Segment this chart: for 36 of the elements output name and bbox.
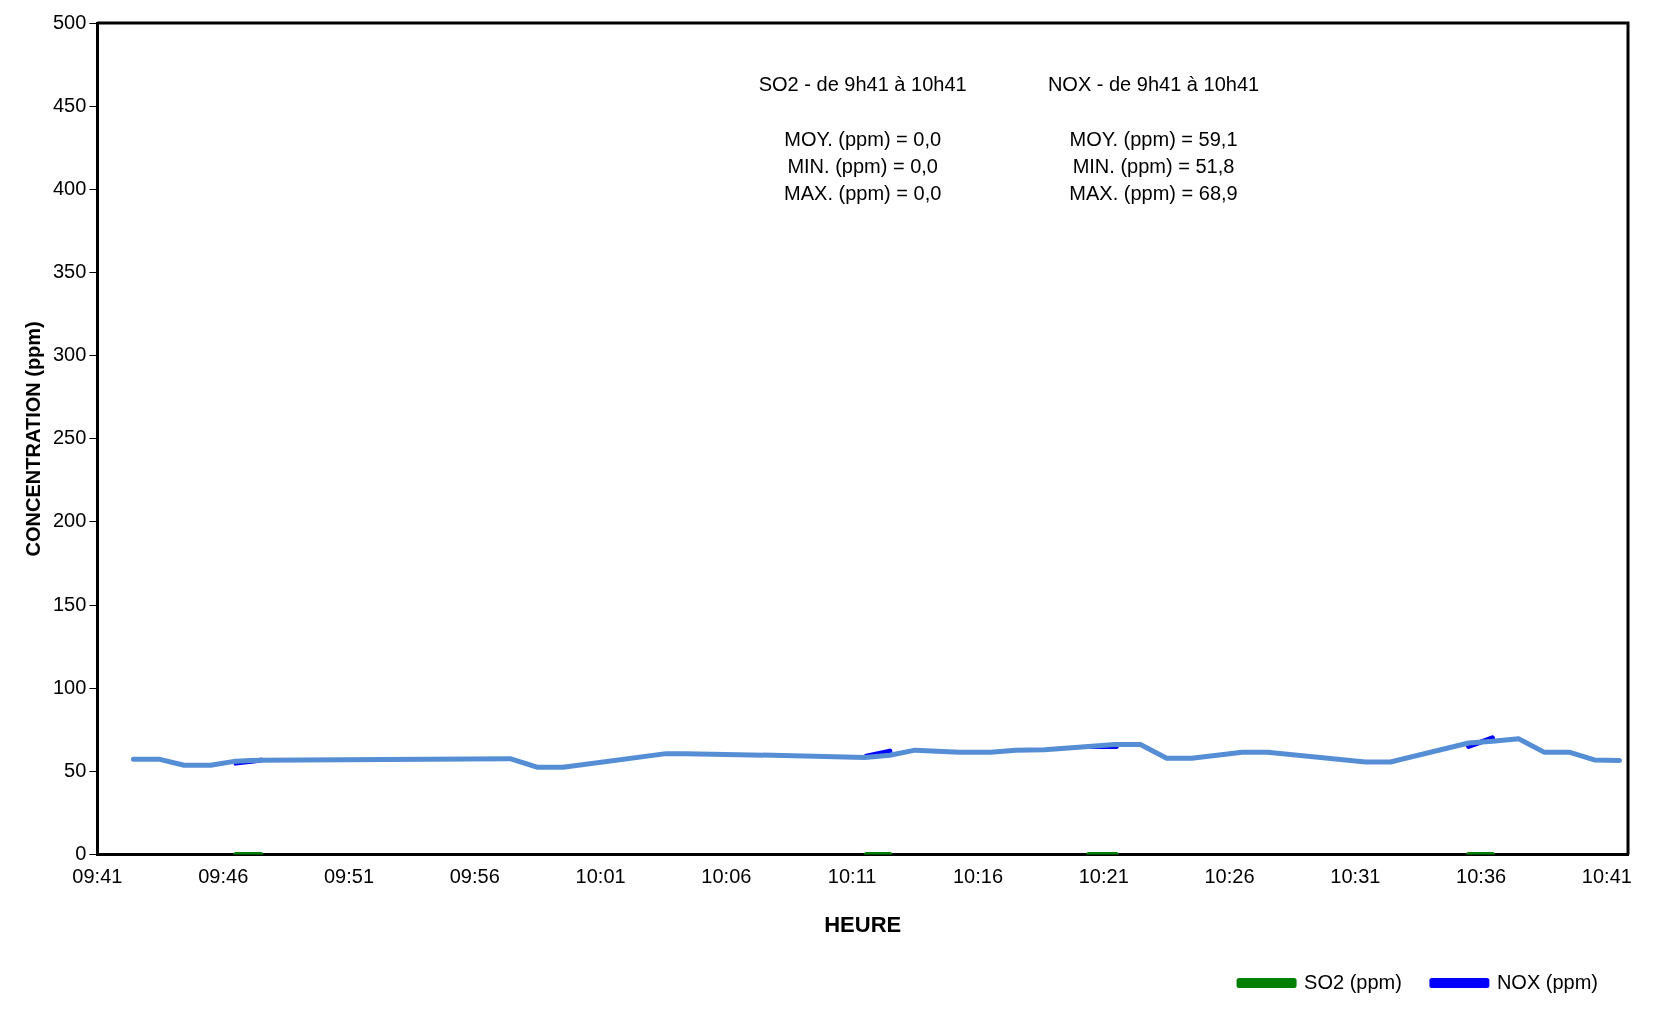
annotation: NOX - de 9h41 à 10h41	[1047, 72, 1260, 95]
annotation: MIN. (ppm) = 51,8	[1072, 154, 1235, 177]
annotation: MOY. (ppm) = 59,1	[1069, 127, 1238, 150]
x-tick-label: 09:46	[198, 865, 249, 888]
x-tick-label: 10:21	[1078, 865, 1129, 888]
annotation: MIN. (ppm) = 0,0	[787, 154, 938, 177]
legend-label: NOX (ppm)	[1496, 970, 1598, 993]
x-tick-label: 09:41	[72, 865, 123, 888]
x-tick-label: 10:31	[1330, 865, 1381, 888]
y-tick-label: 0	[75, 842, 87, 865]
y-tick-label: 100	[52, 675, 87, 698]
x-tick-label: 09:51	[323, 865, 375, 888]
x-tick-label: 10:36	[1456, 865, 1507, 888]
y-axis-title: CONCENTRATION (ppm)	[21, 321, 44, 557]
x-axis-title: HEURE	[824, 911, 902, 937]
annotation: SO2 - de 9h41 à 10h41	[758, 72, 967, 95]
annotation: MAX. (ppm) = 0,0	[784, 181, 942, 204]
y-tick-label: 200	[52, 509, 87, 532]
y-tick-label: 50	[64, 758, 87, 781]
y-tick-label: 500	[52, 10, 87, 33]
x-tick-label: 10:26	[1204, 865, 1255, 888]
y-tick-label: 150	[52, 592, 87, 615]
y-tick-label: 450	[52, 93, 87, 116]
x-tick-label: 10:11	[827, 865, 877, 888]
x-tick-label: 10:06	[701, 865, 752, 888]
legend-label: SO2 (ppm)	[1304, 970, 1402, 993]
x-tick-label: 10:41	[1581, 865, 1632, 888]
x-tick-label: 10:01	[575, 865, 626, 888]
y-tick-label: 300	[52, 343, 87, 366]
x-tick-label: 09:56	[449, 865, 500, 888]
x-tick-label: 10:16	[952, 865, 1004, 888]
annotation: MAX. (ppm) = 68,9	[1069, 181, 1238, 204]
y-tick-label: 400	[52, 176, 87, 199]
y-tick-label: 250	[52, 426, 87, 449]
y-tick-label: 350	[52, 260, 87, 282]
annotation: MOY. (ppm) = 0,0	[784, 127, 942, 150]
